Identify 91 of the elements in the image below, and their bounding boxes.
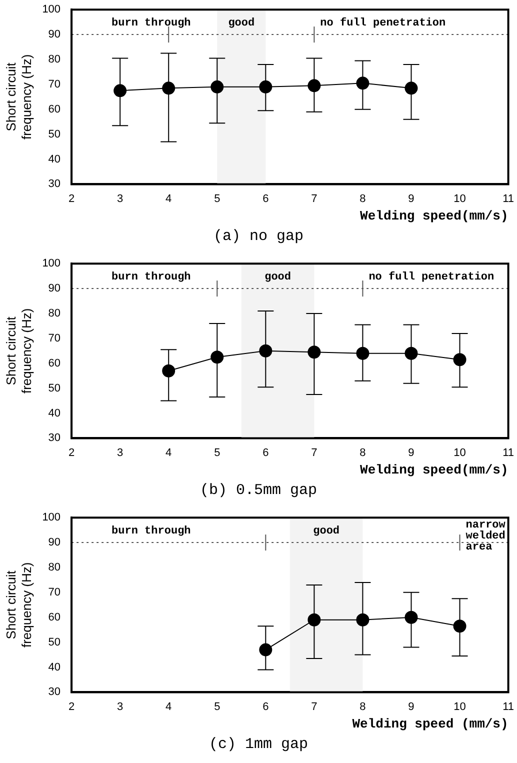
point <box>404 346 418 360</box>
band-label: good <box>264 271 291 284</box>
point <box>356 613 370 626</box>
y-tick-label: 90 <box>48 28 61 41</box>
x-tick-label: 4 <box>166 446 172 459</box>
text: (a) no gap <box>212 228 304 245</box>
x-tick-label: 9 <box>408 700 414 713</box>
y-tick-label: 40 <box>48 661 61 674</box>
y-tick-label: 100 <box>42 4 61 16</box>
text: (c) 1mm gap <box>208 736 310 753</box>
x-tick-label: 3 <box>117 700 124 713</box>
y-axis-title: Short circuit frequency (Hz) <box>3 308 34 394</box>
point <box>453 620 466 633</box>
y-tick-label: 70 <box>48 586 61 598</box>
ref-line-label: no full penetration <box>320 16 446 30</box>
point <box>404 82 418 95</box>
y-tick-label: 60 <box>48 611 61 624</box>
x-tick-label: 10 <box>454 192 466 205</box>
ref-line-label: no full penetration <box>368 270 494 284</box>
point <box>453 353 466 366</box>
x-tick-label: 6 <box>262 192 269 205</box>
point <box>356 76 370 90</box>
y-tick-label: 70 <box>48 78 61 90</box>
x-tick-label: 2 <box>68 700 75 713</box>
point <box>210 350 224 364</box>
point <box>259 344 272 358</box>
x-tick-label: 11 <box>502 192 514 205</box>
x-axis-title: Welding speed(mm/s) <box>360 462 508 478</box>
y-tick-label: 70 <box>48 332 61 344</box>
x-tick-label: 4 <box>166 192 172 205</box>
x-tick-label: 8 <box>360 700 366 713</box>
y-tick-label: 40 <box>48 153 61 166</box>
point <box>162 364 176 378</box>
y-tick-label: 90 <box>48 536 61 549</box>
x-tick-label: 9 <box>408 446 414 459</box>
x-tick-label: 4 <box>166 700 172 713</box>
x-axis-title: Welding speed(mm/s) <box>360 208 508 224</box>
ref-line-label: burn through <box>112 17 191 30</box>
y-tick-label: 100 <box>42 512 61 524</box>
y-tick-label: 30 <box>48 178 61 190</box>
x-axis-title: Welding speed (mm/s) <box>352 716 508 732</box>
x-tick-label: 5 <box>214 192 220 205</box>
x-tick-label: 9 <box>408 192 414 205</box>
y-tick-label: 100 <box>42 258 61 270</box>
point <box>259 643 272 656</box>
x-tick-label: 8 <box>360 192 366 205</box>
y-tick-label: 80 <box>48 54 61 66</box>
y-tick-label: 50 <box>48 128 61 140</box>
y-axis-title: Short circuit frequency (Hz) <box>3 54 34 140</box>
x-tick-label: 8 <box>360 446 366 459</box>
point <box>404 610 418 624</box>
x-tick-label: 10 <box>454 700 466 713</box>
x-tick-label: 3 <box>117 192 124 205</box>
point <box>308 79 321 92</box>
y-tick-label: 80 <box>48 308 61 320</box>
x-tick-label: 10 <box>454 446 466 459</box>
y-tick-label: 80 <box>48 562 61 574</box>
point <box>210 80 224 94</box>
x-tick-label: 2 <box>68 192 75 205</box>
x-tick-label: 7 <box>311 192 318 205</box>
y-tick-label: 50 <box>48 636 61 648</box>
x-tick-label: 2 <box>68 446 75 459</box>
point <box>114 84 127 98</box>
x-tick-label: 7 <box>311 446 318 459</box>
band-label: good <box>228 17 255 30</box>
band-label: good <box>313 525 340 538</box>
point <box>308 346 321 359</box>
x-tick-label: 7 <box>311 700 318 713</box>
point <box>356 346 370 360</box>
text: (b) 0.5mm gap <box>198 482 318 499</box>
point <box>162 82 176 95</box>
ref-line-label: burn through <box>112 525 191 538</box>
y-tick-label: 60 <box>48 103 61 116</box>
x-tick-label: 11 <box>502 446 514 459</box>
x-tick-label: 11 <box>502 700 514 713</box>
point <box>259 80 272 94</box>
y-tick-label: 60 <box>48 357 61 370</box>
x-tick-label: 6 <box>262 700 269 713</box>
y-axis-title: Short circuit frequency (Hz) <box>3 562 34 648</box>
y-tick-label: 30 <box>48 432 61 444</box>
x-tick-label: 6 <box>262 446 269 459</box>
point <box>308 613 321 626</box>
ref-line-label: narrow welded area <box>466 519 506 554</box>
x-tick-label: 3 <box>117 446 124 459</box>
ref-line-label: burn through <box>112 271 191 284</box>
x-tick-label: 5 <box>214 446 220 459</box>
y-tick-label: 30 <box>48 686 61 698</box>
y-tick-label: 40 <box>48 407 61 420</box>
y-tick-label: 90 <box>48 282 61 295</box>
y-tick-label: 50 <box>48 382 61 394</box>
x-tick-label: 5 <box>214 700 220 713</box>
